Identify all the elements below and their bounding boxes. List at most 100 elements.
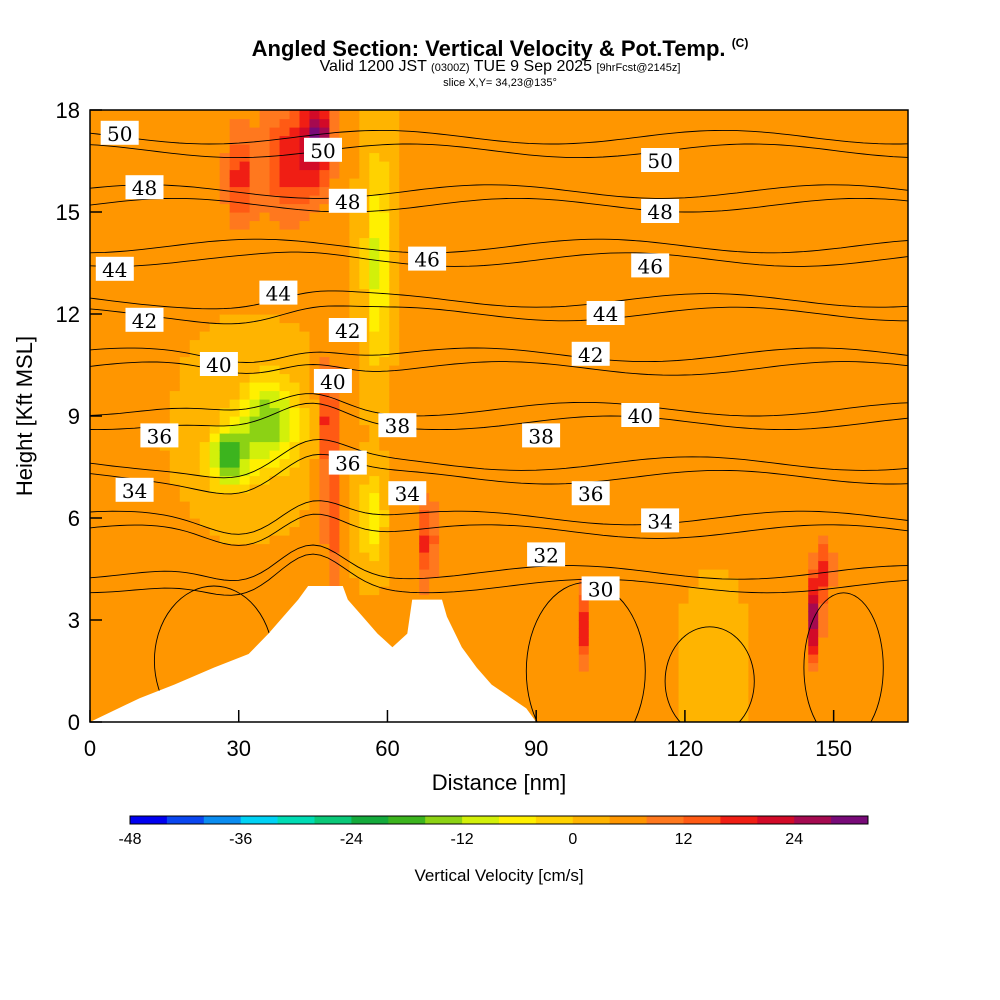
velocity-cell [199,458,211,468]
velocity-cell [249,552,261,562]
velocity-cell [728,365,740,375]
velocity-cell [379,407,390,417]
velocity-cell [708,696,720,706]
velocity-cell [499,560,510,570]
velocity-cell [708,620,720,630]
velocity-cell [518,696,530,706]
velocity-cell [618,144,630,154]
velocity-cell [149,127,161,137]
velocity-cell [369,169,380,179]
velocity-cell [738,416,749,426]
velocity-cell [678,178,690,188]
velocity-cell [149,662,161,672]
velocity-cell [568,509,580,519]
velocity-cell [239,441,251,451]
velocity-cell [658,705,670,715]
velocity-cell [538,450,550,460]
velocity-cell [668,314,680,324]
velocity-cell [349,356,360,366]
velocity-cell [179,331,191,341]
velocity-cell [309,314,321,324]
velocity-cell [598,390,610,400]
velocity-cell [179,586,191,596]
velocity-cell [508,501,520,511]
velocity-cell [508,331,520,341]
velocity-cell [229,314,241,324]
velocity-cell [239,110,251,120]
velocity-cell [90,152,101,162]
velocity-cell [718,280,730,290]
velocity-cell [518,331,530,341]
velocity-cell [738,348,749,358]
velocity-cell [648,594,660,604]
velocity-cell [169,280,181,290]
velocity-cell [499,526,510,536]
velocity-cell [648,696,660,706]
velocity-cell [538,271,550,281]
velocity-cell [269,552,281,562]
velocity-cell [199,416,211,426]
velocity-cell [618,569,630,579]
velocity-cell [688,518,700,528]
velocity-cell [508,552,520,562]
velocity-cell [189,509,201,519]
velocity-cell [678,433,690,443]
velocity-cell [538,628,550,638]
velocity-cell [359,399,370,409]
velocity-cell [598,518,610,528]
velocity-cell [179,501,191,511]
velocity-cell [269,152,281,162]
velocity-cell [479,611,490,621]
velocity-cell [219,246,231,256]
velocity-cell [309,297,321,307]
velocity-cell [139,382,151,392]
velocity-cell [628,586,640,596]
velocity-cell [149,331,161,341]
velocity-cell [429,552,440,562]
velocity-cell [149,203,161,213]
velocity-cell [449,237,460,247]
velocity-cell [618,424,630,434]
velocity-cell [99,662,111,672]
velocity-cell [349,237,360,247]
velocity-cell [399,441,410,451]
velocity-cell [528,594,540,604]
velocity-cell [189,654,201,664]
velocity-cell [219,118,231,128]
velocity-cell [708,407,720,417]
velocity-cell [90,254,101,264]
velocity-cell [219,441,231,451]
velocity-cell [219,543,231,553]
velocity-cell [608,322,620,332]
velocity-cell [748,560,759,570]
velocity-cell [439,560,450,570]
velocity-cell [518,467,530,477]
velocity-cell [768,560,779,570]
velocity-cell [129,679,141,689]
velocity-cell [339,390,350,400]
velocity-cell [479,297,490,307]
velocity-cell [668,186,680,196]
velocity-cell [758,135,769,145]
velocity-cell [189,135,201,145]
velocity-cell [728,331,740,341]
velocity-cell [139,594,151,604]
velocity-cell [758,713,769,722]
velocity-cell [469,331,480,341]
velocity-cell [608,331,620,341]
velocity-cell [518,475,530,485]
velocity-cell [489,288,500,298]
velocity-cell [688,390,700,400]
velocity-cell [758,161,769,171]
velocity-cell [419,178,430,188]
velocity-cell [528,203,540,213]
velocity-cell [459,356,470,366]
velocity-cell [339,348,350,358]
velocity-cell [209,220,221,230]
velocity-cell [179,220,191,230]
velocity-cell [159,654,171,664]
velocity-cell [479,492,490,502]
velocity-cell [369,484,380,494]
velocity-cell [159,237,171,247]
velocity-cell [299,322,311,332]
